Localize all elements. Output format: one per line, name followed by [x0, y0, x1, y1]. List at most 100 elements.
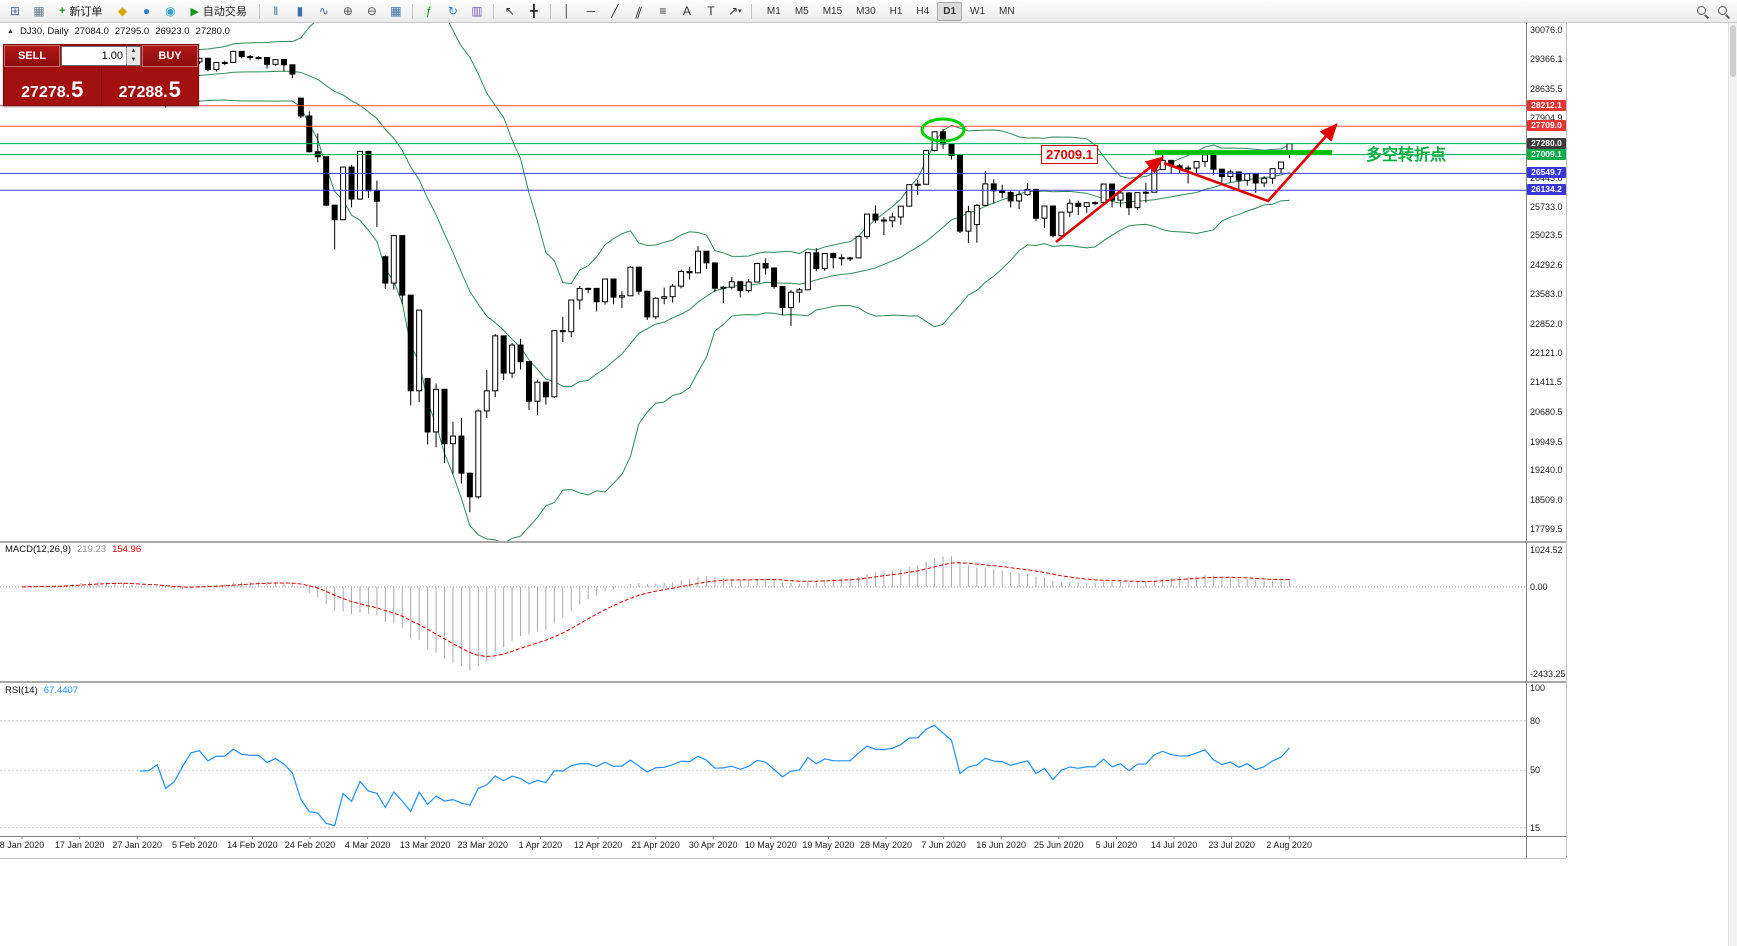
bollinger-lower	[182, 99, 1290, 541]
one-click-trading-widget: SELL 1.00 ▲ ▼ BUY 27278. 5 27288. 5	[3, 44, 199, 106]
horizontal-line-icon[interactable]: ─	[586, 4, 596, 18]
text-label-icon[interactable]: T	[707, 4, 715, 18]
bollinger-upper	[182, 23, 1290, 285]
rsi-axis-label: 100	[1530, 683, 1546, 693]
turning-point-line[interactable]	[1155, 150, 1332, 156]
text-icon[interactable]: A	[682, 4, 691, 18]
main-toolbar: ⊞ ▦ + 新订单 ◆ ● ◉ ▶ 自动交易 ‖ ▮ ∿ ⊕ ⊖ ▦ ƒ ↻ ▥ ↖ ╋ │ ─ ╱ ∥ ≡ A T ↗ ▾ M1 M5 M…	[0, 0, 1737, 23]
tile-windows-icon[interactable]: ▦	[390, 4, 402, 18]
ohlc-high: 27295.0	[114, 26, 150, 37]
fibonacci-icon[interactable]: ≡	[659, 4, 667, 18]
macd-axis-label: 1024.52	[1530, 545, 1563, 555]
volume-down-icon[interactable]: ▼	[130, 57, 137, 63]
date-axis-label: 25 Jun 2020	[1034, 840, 1084, 850]
date-axis-label: 14 Feb 2020	[227, 840, 278, 850]
vertical-line-icon[interactable]: │	[563, 4, 571, 18]
vertical-scrollbar[interactable]	[1728, 23, 1737, 946]
scrollbar-thumb[interactable]	[1730, 25, 1736, 77]
ohlc-close: 27280.0	[195, 26, 230, 37]
bar-chart-icon[interactable]: ‖	[273, 4, 279, 18]
date-axis-label: 1 Apr 2020	[518, 840, 563, 850]
indicators-icon[interactable]: ƒ	[425, 4, 433, 18]
price-axis-label: 28635.5	[1530, 83, 1563, 94]
arrows-icon[interactable]: ↗ ▾	[728, 4, 742, 18]
pane-separator[interactable]	[0, 541, 1566, 543]
candlestick-chart-icon[interactable]: ▮	[296, 4, 304, 18]
highlight-ellipse[interactable]	[920, 117, 966, 143]
date-axis-label: 19 May 2020	[802, 840, 855, 850]
autotrading-button-icon: ▶	[190, 5, 199, 18]
crosshair-icon[interactable]: ╋	[530, 4, 538, 18]
date-axis-label: 2 Aug 2020	[1266, 840, 1312, 850]
templates-icon[interactable]: ▥	[471, 4, 483, 18]
macd-histogram	[29, 556, 1290, 671]
date-axis-label: 30 Apr 2020	[688, 840, 738, 850]
price-axis-label: 27904.9	[1530, 113, 1563, 124]
macd-value: 219.23	[77, 544, 107, 555]
metaeditor-icon[interactable]: ◆	[117, 4, 128, 18]
price-axis-label: 19240.0	[1530, 465, 1563, 476]
timeframe-h1[interactable]: H1	[889, 5, 903, 17]
price-axis-label: 25733.0	[1530, 201, 1563, 212]
line-chart-icon[interactable]: ∿	[318, 4, 329, 18]
macd-signal-line	[21, 562, 1290, 658]
sell-button[interactable]: SELL	[4, 45, 60, 67]
timeframe-m15[interactable]: M15	[822, 5, 843, 17]
buy-button[interactable]: BUY	[142, 45, 198, 67]
rsi-line	[140, 724, 1290, 827]
timeframe-w1[interactable]: W1	[970, 5, 986, 17]
profiles-icon[interactable]: ▦	[33, 4, 45, 18]
price-tag-26134.2[interactable]: 26134.2	[1527, 184, 1566, 196]
ohlc-low: 26923.0	[155, 26, 190, 37]
price-axis-label: 17799.5	[1530, 524, 1563, 535]
price-axis-label: 24292.6	[1530, 260, 1563, 271]
price-pane	[0, 23, 1526, 541]
trendline-icon[interactable]: ╱	[611, 4, 619, 18]
zoom-in-icon[interactable]: ⊕	[342, 4, 353, 18]
timeframe-d1[interactable]: D1	[937, 1, 963, 21]
ohlc-open: 27084.0	[74, 26, 109, 37]
collapse-widget-icon[interactable]: ▲	[7, 28, 14, 35]
price-tag-27709.0[interactable]: 27709.0	[1527, 120, 1566, 132]
price-axis-label: 18509.0	[1530, 495, 1563, 506]
advanced-search-icon[interactable]	[1717, 5, 1730, 18]
price-tag-28212.1[interactable]: 28212.1	[1527, 99, 1566, 111]
timeframe-h4[interactable]: H4	[916, 5, 930, 17]
price-tag-27280.0[interactable]: 27280.0	[1527, 137, 1566, 149]
rsi-value: 67.4407	[43, 685, 79, 696]
new-order-button-label: 新订单	[69, 6, 103, 18]
date-axis-label: 28 May 2020	[859, 840, 913, 850]
new-chart-icon[interactable]: ⊞	[9, 4, 21, 18]
new-order-button-icon: +	[59, 5, 66, 17]
buy-price[interactable]: 27288. 5	[102, 67, 199, 105]
timeframe-m1[interactable]: M1	[766, 5, 781, 17]
pane-separator[interactable]	[0, 681, 1566, 683]
volume-input[interactable]: 1.00 ▲ ▼	[61, 46, 141, 66]
search-icon[interactable]	[1696, 5, 1709, 18]
price-tag-27009.1[interactable]: 27009.1	[1527, 148, 1566, 160]
sell-price[interactable]: 27278. 5	[4, 67, 101, 105]
period-icon[interactable]: ↻	[447, 4, 458, 18]
timeframe-mn[interactable]: MN	[999, 5, 1015, 17]
cursor-icon[interactable]: ↖	[504, 4, 515, 18]
date-axis-label: 24 Feb 2020	[284, 840, 336, 850]
channel-icon[interactable]: ∥	[633, 4, 645, 18]
new-order-button[interactable]: + 新订单	[52, 1, 109, 22]
annotation-price-label[interactable]: 27009.1	[1041, 145, 1098, 164]
signals-icon[interactable]: ◉	[165, 4, 176, 18]
trend-arrow-1[interactable]	[1055, 156, 1165, 244]
timeframe-m5[interactable]: M5	[794, 5, 809, 17]
price-axis-label: 21411.5	[1530, 377, 1562, 388]
zoom-out-icon[interactable]: ⊖	[366, 4, 377, 18]
annotation-turning-point-text[interactable]: 多空转折点	[1366, 147, 1447, 164]
volume-up-icon[interactable]: ▲	[130, 48, 137, 54]
timeframe-m30[interactable]: M30	[856, 5, 876, 17]
price-tag-26549.7[interactable]: 26549.7	[1527, 167, 1566, 179]
volume-spinner: ▲ ▼	[126, 47, 140, 65]
date-axis-label: 17 Jan 2020	[54, 840, 105, 850]
trend-arrow-2[interactable]	[1163, 123, 1338, 203]
market-icon[interactable]: ●	[142, 4, 151, 18]
autotrading-button[interactable]: ▶ 自动交易	[183, 1, 253, 22]
